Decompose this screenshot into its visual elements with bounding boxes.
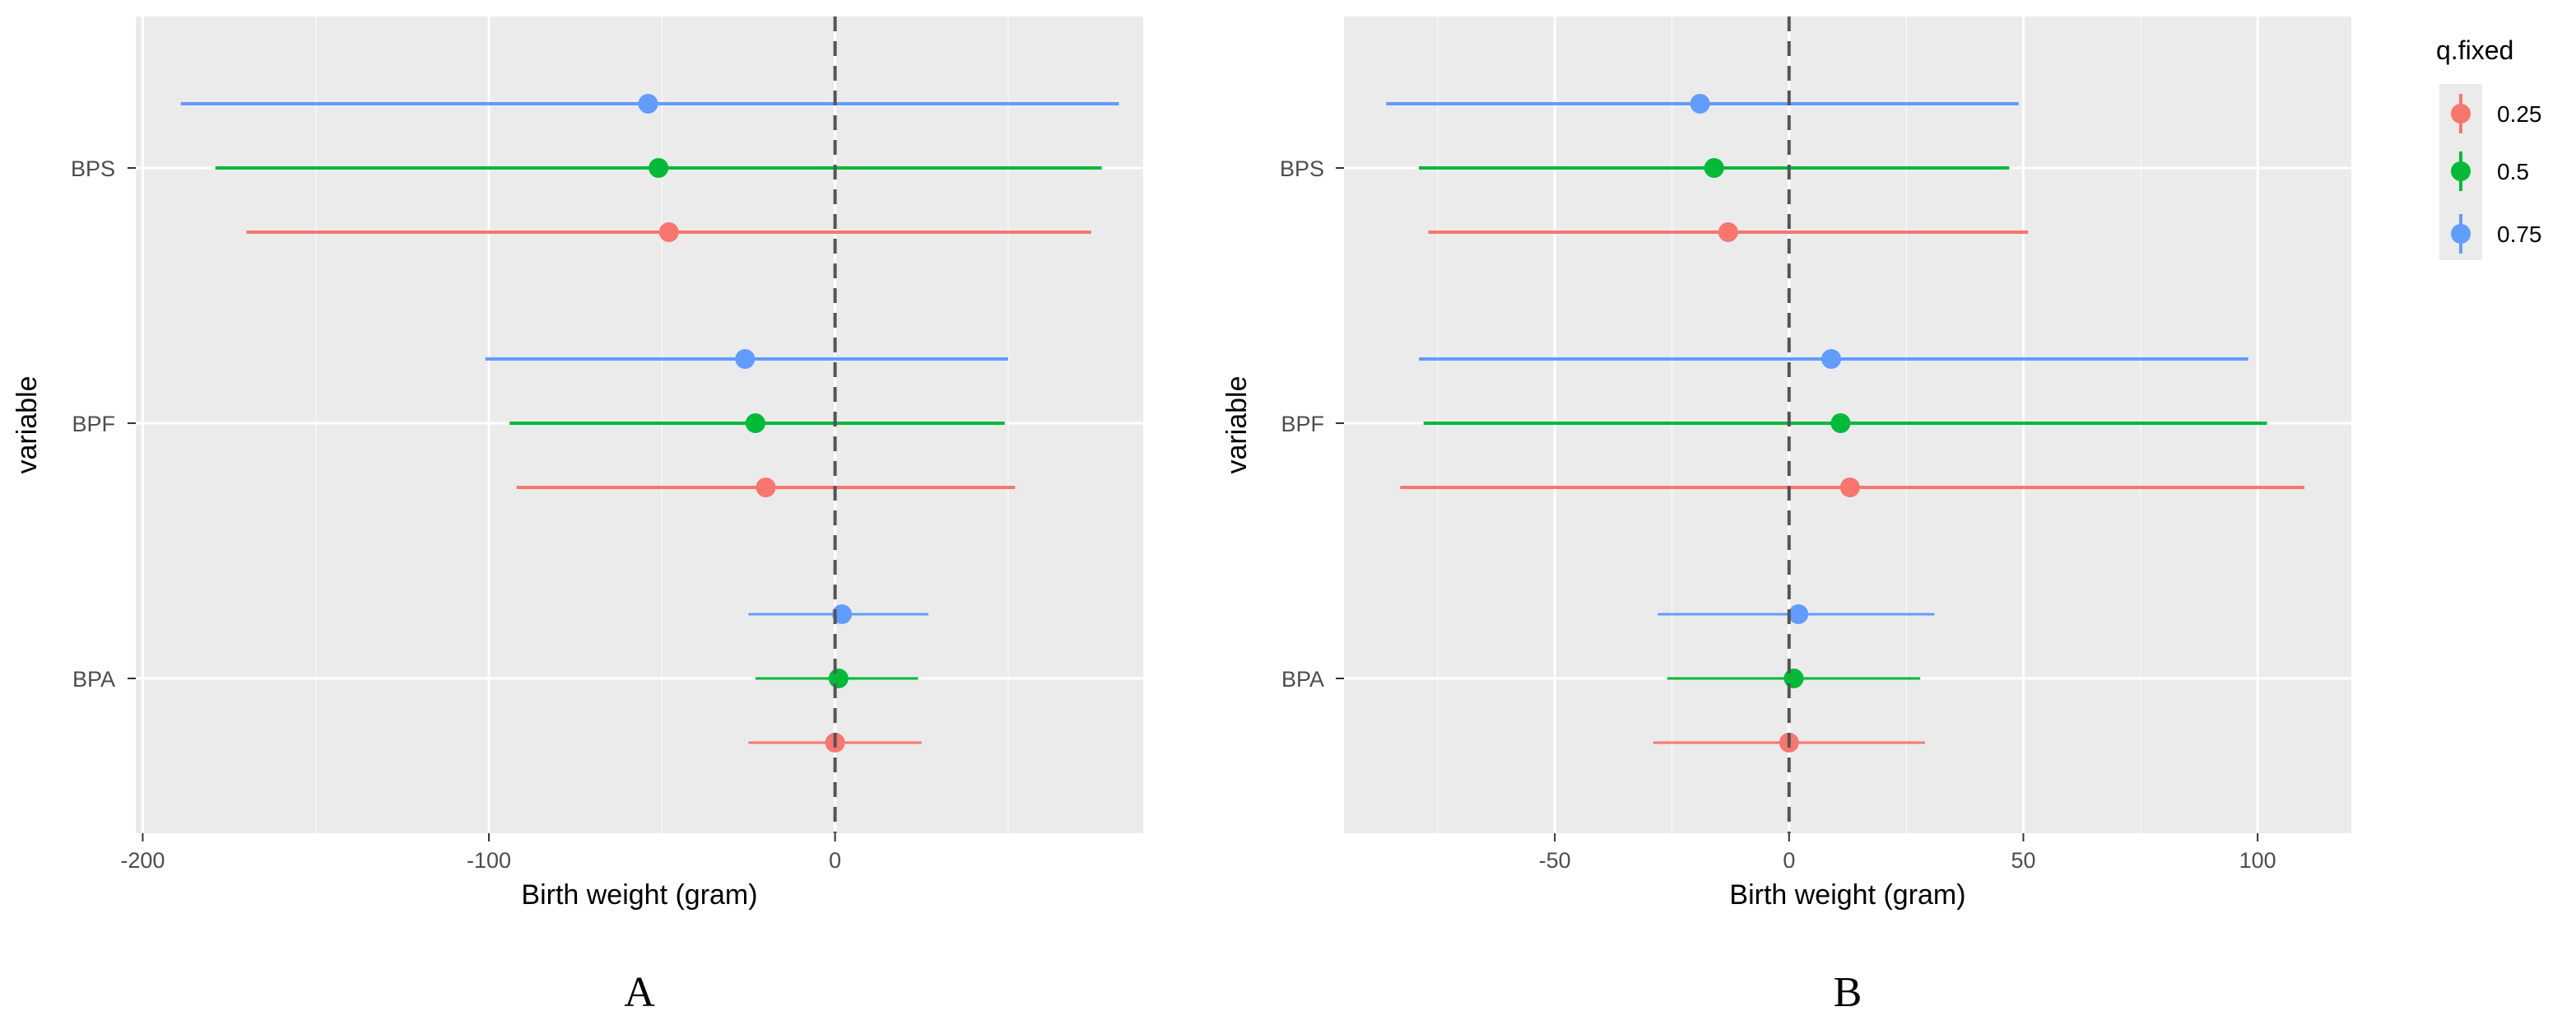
legend-key-point-0.5: [2451, 161, 2471, 181]
legend-label-0.75: 0.75: [2497, 221, 2542, 247]
x-tick-label: -200: [120, 848, 165, 873]
estimate-point-0.75-BPF: [735, 349, 756, 369]
panel-label: B: [1834, 969, 1862, 1016]
y-axis-title: variable: [12, 375, 43, 473]
estimate-point-0.5-BPA: [1783, 669, 1804, 688]
legend: q.fixed 0.25 0.5 0.75: [2436, 35, 2542, 260]
panel-a: BPA BPF BPS -200 -100 0 Birth weight (gram) var…: [12, 16, 1143, 1016]
estimate-point-0.5-BPS: [1704, 158, 1724, 178]
y-tick-label-BPF: BPF: [72, 412, 115, 436]
estimate-point-0.25-BPF: [756, 478, 776, 497]
estimate-point-0.75-BPF: [1821, 349, 1842, 369]
legend-key-point-0.75: [2451, 224, 2471, 244]
panel-b: BPA BPF BPS -50 0 50 100 Birth weight (gram) var…: [1221, 16, 2351, 1016]
x-axis-title: Birth weight (gram): [521, 879, 757, 911]
x-axis-title: Birth weight (gram): [1729, 879, 1965, 911]
y-tick-label-BPF: BPF: [1281, 412, 1324, 436]
x-tick-label: 50: [2011, 848, 2035, 873]
estimate-point-0.75-BPA: [1788, 604, 1809, 624]
estimate-point-0.5-BPF: [745, 413, 765, 433]
panel-label: A: [624, 969, 655, 1016]
x-tick-label: 0: [1783, 848, 1795, 873]
x-tick-label: -100: [467, 848, 511, 873]
legend-title: q.fixed: [2436, 35, 2513, 65]
estimate-point-0.75-BPS: [638, 94, 658, 114]
estimate-point-0.25-BPF: [1839, 478, 1860, 497]
y-tick-label-BPS: BPS: [1280, 156, 1324, 181]
estimate-point-0.25-BPS: [1718, 222, 1738, 242]
estimate-point-0.75-BPS: [1690, 94, 1710, 114]
estimate-point-0.5-BPA: [828, 669, 849, 688]
estimate-point-0.25-BPS: [658, 222, 679, 242]
estimate-point-0.5-BPS: [649, 158, 669, 178]
y-axis-title: variable: [1221, 375, 1253, 473]
legend-key-point-0.25: [2451, 104, 2471, 124]
estimate-point-0.75-BPA: [832, 604, 853, 624]
x-tick-label: 100: [2239, 848, 2276, 873]
y-tick-label-BPA: BPA: [1281, 667, 1324, 692]
x-tick-label: -50: [1539, 848, 1571, 873]
y-tick-label-BPA: BPA: [72, 667, 115, 692]
legend-label-0.25: 0.25: [2497, 101, 2542, 127]
legend-label-0.5: 0.5: [2497, 159, 2529, 184]
estimate-point-0.5-BPF: [1830, 413, 1851, 433]
y-tick-label-BPS: BPS: [71, 156, 115, 181]
x-tick-label: 0: [829, 848, 841, 873]
